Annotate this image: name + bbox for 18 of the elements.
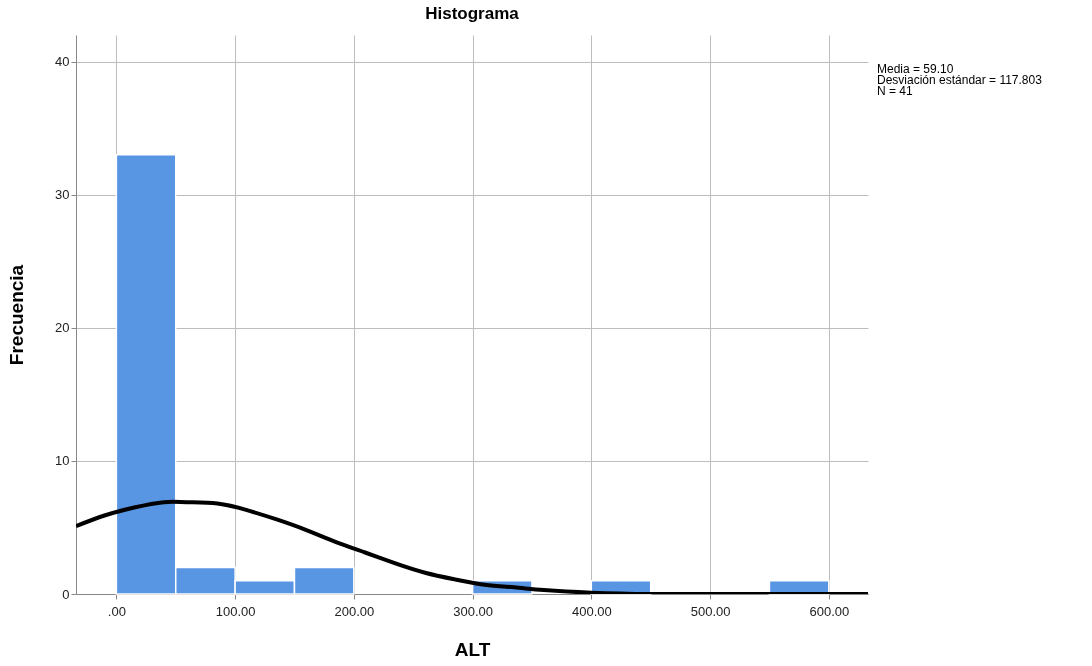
chart-title: Histograma [425, 4, 520, 23]
y-axis-title: Frecuencia [6, 264, 28, 366]
y-tick-label: 30 [55, 187, 70, 203]
x-tick-label: 200.00 [334, 603, 375, 619]
text: Desviación estándar = 117.803 [877, 73, 1042, 87]
x-tick-label: 100.00 [215, 603, 256, 619]
x-tick-label: 600.00 [809, 603, 850, 619]
x-tick-label: 300.00 [453, 603, 493, 619]
x-tick-label: 500.00 [690, 603, 731, 619]
text: N = 41 [877, 84, 914, 98]
text: Media = 59.10 [877, 62, 954, 76]
y-tick-label: 0 [62, 586, 70, 602]
y-tick-label: 10 [55, 453, 70, 469]
x-axis-title: ALT [454, 638, 491, 660]
x-tick-label: 400.00 [571, 603, 612, 619]
y-tick-label: 40 [55, 54, 70, 70]
x-tick-label: .00 [107, 603, 126, 619]
y-tick-label: 20 [55, 320, 70, 336]
